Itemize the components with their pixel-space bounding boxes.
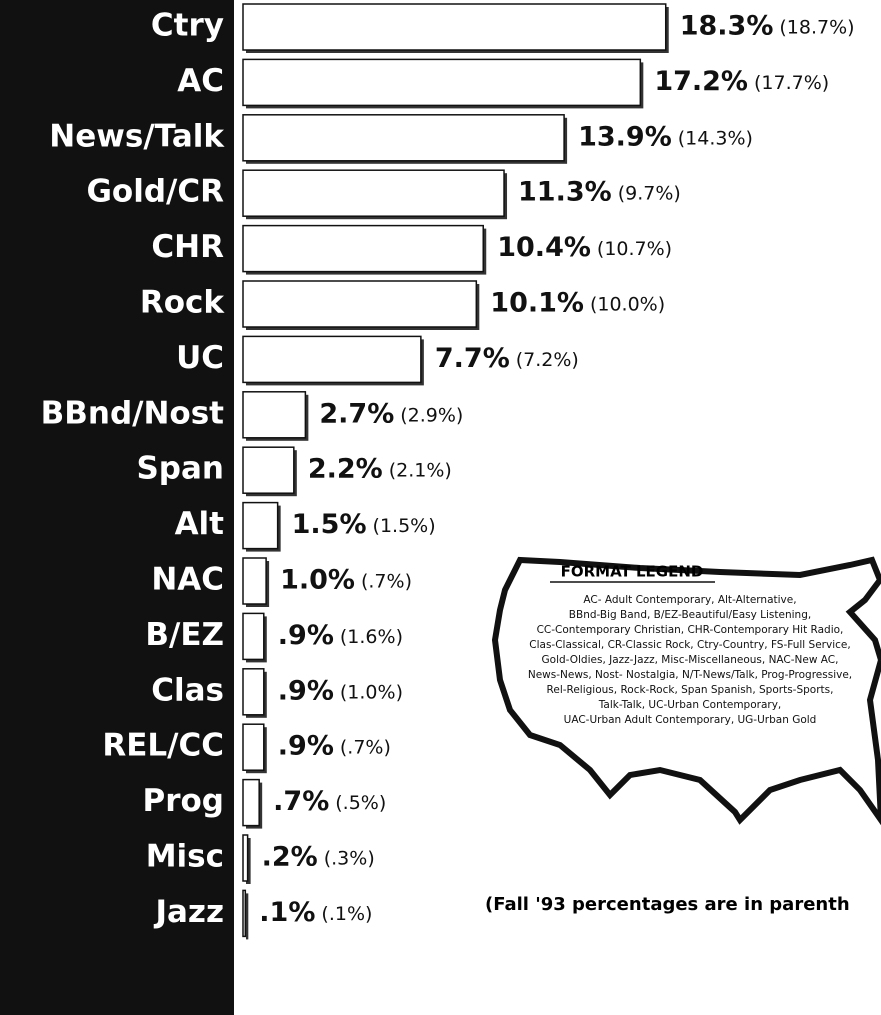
- bar: [242, 280, 478, 328]
- note: (Fall '93 percentages are in parenth: [485, 894, 850, 915]
- prior-label: (10.0%): [590, 294, 665, 316]
- value-label: 2.7%: [319, 398, 394, 429]
- map-outline: [491, 556, 881, 826]
- category-label: REL/CC: [102, 728, 224, 764]
- prior-label: (.5%): [335, 792, 386, 814]
- category-label: Rock: [140, 285, 226, 321]
- prior-label: (7.2%): [516, 349, 579, 371]
- value-label: 13.9%: [578, 121, 672, 152]
- prior-label: (1.0%): [340, 681, 403, 703]
- bar: [242, 668, 265, 716]
- prior-label: (.7%): [361, 571, 412, 593]
- legend-line: Gold-Oldies, Jazz-Jazz, Misc-Miscellaneo…: [542, 654, 839, 666]
- legend-line: AC- Adult Contemporary, Alt-Alternative,: [583, 594, 796, 606]
- value-label: 10.4%: [497, 232, 591, 263]
- prior-label: (9.7%): [618, 183, 681, 205]
- value-label: 1.5%: [292, 509, 367, 540]
- value-label: .9%: [278, 731, 334, 762]
- bar: [242, 557, 267, 605]
- bar: [242, 778, 260, 827]
- value-label: .2%: [262, 842, 318, 873]
- category-label: News/Talk: [49, 118, 225, 154]
- bar: [242, 58, 642, 107]
- legend-line: BBnd-Big Band, B/EZ-Beautiful/Easy Liste…: [569, 609, 811, 621]
- legend-line: UAC-Urban Adult Contemporary, UG-Urban G…: [564, 714, 817, 726]
- category-label: UC: [176, 340, 224, 376]
- bar: [242, 723, 265, 771]
- category-label: NAC: [151, 562, 224, 598]
- category-label: Prog: [143, 783, 225, 819]
- legend-line: News-News, Nost- Nostalgia, N/T-News/Tal…: [528, 669, 852, 681]
- value-label: .9%: [278, 675, 334, 706]
- bar: [242, 501, 279, 550]
- value-label: .9%: [278, 620, 334, 651]
- legend-line: CC-Contemporary Christian, CHR-Contempor…: [537, 624, 844, 636]
- prior-label: (2.9%): [400, 404, 463, 426]
- value-label: .7%: [273, 786, 329, 817]
- category-label: Span: [136, 451, 224, 487]
- category-label: AC: [177, 63, 224, 99]
- value-label: 11.3%: [518, 177, 612, 208]
- prior-label: (.3%): [324, 848, 375, 870]
- bar: [242, 391, 307, 439]
- bar: [242, 612, 265, 661]
- category-label: Clas: [151, 672, 224, 708]
- prior-label: (1.5%): [373, 515, 436, 537]
- value-label: 7.7%: [435, 343, 510, 374]
- bar: [242, 834, 249, 882]
- category-label: Jazz: [153, 894, 224, 930]
- prior-label: (2.1%): [389, 460, 452, 482]
- bar: [242, 335, 422, 384]
- prior-label: (.7%): [340, 737, 391, 759]
- prior-label: (.1%): [321, 903, 372, 925]
- prior-label: (14.3%): [678, 127, 753, 149]
- bar-shadow: [246, 893, 249, 940]
- legend-line: Rel-Religious, Rock-Rock, Span Spanish, …: [547, 684, 834, 696]
- legend-line: Talk-Talk, UC-Urban Contemporary,: [598, 699, 782, 711]
- prior-label: (1.6%): [340, 626, 403, 648]
- bar: [242, 169, 505, 217]
- value-label: 1.0%: [280, 565, 355, 596]
- bar: [242, 889, 247, 938]
- bar: [242, 224, 484, 273]
- category-label: Ctry: [151, 8, 224, 44]
- value-label: .1%: [259, 897, 315, 928]
- legend-line: Clas-Classical, CR-Classic Rock, Ctry-Co…: [529, 639, 850, 651]
- bar: [242, 446, 295, 494]
- value-label: 17.2%: [654, 66, 748, 97]
- category-label: B/EZ: [145, 617, 224, 653]
- category-label: CHR: [151, 229, 224, 265]
- bar: [242, 3, 667, 51]
- value-label: 2.2%: [308, 454, 383, 485]
- category-label: Gold/CR: [86, 174, 224, 210]
- prior-label: (10.7%): [597, 238, 672, 260]
- prior-label: (17.7%): [754, 72, 829, 94]
- value-label: 18.3%: [680, 11, 774, 42]
- value-label: 10.1%: [490, 288, 584, 319]
- legend-title: FORMAT LEGEND: [561, 563, 704, 581]
- category-label: BBnd/Nost: [41, 395, 225, 431]
- prior-label: (18.7%): [779, 17, 854, 39]
- bar: [242, 114, 565, 162]
- label-band: [0, 0, 234, 1015]
- category-label: Alt: [175, 506, 225, 542]
- category-label: Misc: [146, 839, 224, 875]
